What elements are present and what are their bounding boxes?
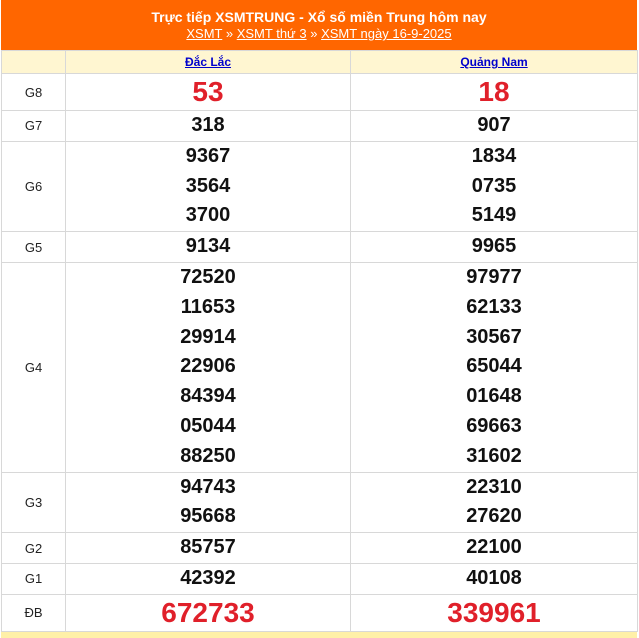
prize-number: 72520 — [180, 265, 236, 288]
prize-cell: 9134 — [65, 231, 351, 263]
prize-number: 3700 — [185, 204, 231, 227]
prize-number: 53 — [192, 76, 224, 107]
prize-cell: 22310 27620 — [350, 471, 638, 534]
prize-number: 84394 — [180, 385, 236, 408]
prize-number: 1834 — [471, 144, 517, 167]
breadcrumb: XSMT » XSMT thứ 3 » XSMT ngày 16-9-2025 — [1, 25, 637, 42]
prize-label: G3 — [1, 471, 66, 534]
prize-number: 65044 — [466, 355, 522, 378]
breadcrumb-separator: » — [306, 26, 322, 41]
prize-number: 11653 — [180, 295, 236, 318]
breadcrumb-xsmt-date[interactable]: XSMT ngày 16-9-2025 — [321, 26, 452, 41]
prize-number: 22906 — [180, 355, 236, 378]
prize-number: 05044 — [180, 414, 236, 437]
prize-number: 22310 — [466, 475, 522, 498]
prize-number: 94743 — [180, 475, 236, 498]
prize-cell: 18 — [350, 73, 638, 111]
prize-cell: 672733 — [65, 593, 351, 632]
prize-number: 339961 — [447, 596, 541, 628]
prize-cell: 1834 0735 5149 — [350, 140, 638, 233]
province-header: Đắc Lắc — [65, 50, 351, 74]
table-footer-strip — [1, 631, 637, 638]
prize-cell: 9367 3564 3700 — [65, 140, 351, 233]
prize-row: G7 318 907 — [1, 110, 638, 142]
prize-number: 85757 — [180, 536, 236, 559]
prize-label: G6 — [1, 140, 66, 233]
prize-number: 907 — [477, 114, 511, 136]
prize-cell: 97977 62133 30567 65044 01648 69663 31602 — [350, 261, 638, 473]
prize-cell: 318 — [65, 110, 351, 142]
prize-number: 5149 — [471, 204, 517, 227]
prize-cell: 9965 — [350, 231, 638, 263]
breadcrumb-separator: » — [222, 26, 237, 41]
prize-number: 40108 — [466, 566, 522, 589]
empty-header-cell — [1, 50, 66, 74]
prize-label: G2 — [1, 532, 66, 564]
prize-label: G4 — [1, 261, 66, 473]
prize-number: 27620 — [466, 505, 522, 528]
prize-number: 29914 — [180, 325, 236, 348]
prize-number: 97977 — [466, 265, 522, 288]
province-link-quang-nam[interactable]: Quảng Nam — [460, 55, 528, 69]
province-link-dac-lac[interactable]: Đắc Lắc — [184, 55, 232, 69]
prize-number: 42392 — [180, 566, 236, 589]
prize-cell: 907 — [350, 110, 638, 142]
prize-row: G5 9134 9965 — [1, 231, 638, 263]
breadcrumb-xsmt-thu-3[interactable]: XSMT thứ 3 — [236, 26, 307, 41]
prize-number: 62133 — [466, 295, 522, 318]
prize-number: 672733 — [161, 596, 255, 628]
prize-label: G8 — [1, 73, 66, 111]
prize-label: G7 — [1, 110, 66, 142]
breadcrumb-xsmt[interactable]: XSMT — [186, 26, 223, 41]
prize-cell: 94743 95668 — [65, 471, 351, 534]
prize-row: ĐB 672733 339961 — [1, 593, 638, 632]
prize-cell: 339961 — [350, 593, 638, 632]
prize-number: 9134 — [185, 235, 231, 258]
province-header-row: Đắc Lắc Quảng Nam — [1, 50, 638, 74]
prize-number: 18 — [478, 76, 510, 107]
prize-number: 01648 — [466, 385, 522, 408]
prize-number: 69663 — [466, 414, 522, 437]
prize-label: G5 — [1, 231, 66, 263]
results-table: Đắc Lắc Quảng Nam G8 53 18 G7 318 907 G6 9367 35… — [1, 50, 638, 632]
prize-row: G6 9367 3564 3700 1834 0735 5149 — [1, 140, 638, 233]
results-header: Trực tiếp XSMTRUNG - Xổ số miền Trung hô… — [1, 0, 637, 50]
prize-cell: 53 — [65, 73, 351, 111]
prize-number: 3564 — [185, 174, 231, 197]
page-title: Trực tiếp XSMTRUNG - Xổ số miền Trung hô… — [151, 9, 487, 25]
prize-cell: 72520 11653 29914 22906 84394 05044 88250 — [65, 261, 351, 473]
province-header: Quảng Nam — [350, 50, 638, 74]
prize-row: G3 94743 95668 22310 27620 — [1, 471, 638, 534]
prize-label: ĐB — [1, 593, 66, 632]
prize-number: 30567 — [466, 325, 522, 348]
prize-cell: 40108 — [350, 562, 638, 595]
prize-number: 318 — [191, 114, 225, 136]
prize-number: 31602 — [466, 444, 522, 467]
prize-cell: 85757 — [65, 532, 351, 564]
prize-number: 9367 — [185, 144, 231, 167]
prize-number: 88250 — [180, 444, 236, 467]
prize-row: G2 85757 22100 — [1, 532, 638, 564]
prize-label: G1 — [1, 562, 66, 595]
prize-number: 0735 — [471, 174, 517, 197]
prize-row: G1 42392 40108 — [1, 562, 638, 595]
prize-number: 9965 — [471, 235, 517, 258]
prize-cell: 42392 — [65, 562, 351, 595]
prize-row: G8 53 18 — [1, 73, 638, 111]
prize-number: 22100 — [466, 536, 522, 559]
prize-row: G4 72520 11653 29914 22906 84394 05044 88250 979… — [1, 261, 638, 473]
prize-cell: 22100 — [350, 532, 638, 564]
prize-number: 95668 — [180, 505, 236, 528]
